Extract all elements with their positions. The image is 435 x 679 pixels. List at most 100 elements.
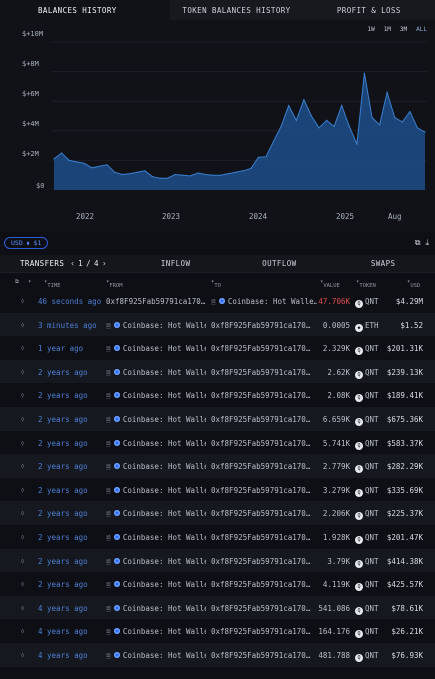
row-from[interactable]: 🗎 Coinbase: Hot Walle… bbox=[106, 391, 206, 401]
col-to[interactable]: ▾ TO bbox=[211, 279, 221, 289]
row-token[interactable]: Q QNT bbox=[355, 627, 379, 639]
row-time[interactable]: 2 years ago bbox=[38, 485, 88, 495]
row-to[interactable]: 0xf8F925Fab59791ca170… bbox=[211, 532, 311, 542]
row-time[interactable]: 2 years ago bbox=[38, 462, 88, 472]
row-time[interactable]: 2 years ago bbox=[38, 438, 88, 448]
tab-swaps[interactable]: SWAPS bbox=[370, 259, 396, 268]
row-time[interactable]: 1 year ago bbox=[38, 344, 84, 354]
table-row[interactable]: ⬨ 2 years ago 🗎 Coinbase: Hot Walle… 0xf8F92… bbox=[0, 431, 435, 455]
col-time[interactable]: ▾ TIME bbox=[44, 279, 61, 289]
row-token[interactable]: Q QNT bbox=[355, 297, 379, 308]
row-to[interactable]: 0xf8F925Fab59791ca170… bbox=[211, 414, 311, 424]
copy-icon[interactable]: ⧉ bbox=[414, 238, 421, 247]
range-1m[interactable]: 1M bbox=[383, 26, 391, 33]
row-from[interactable]: 🗎 Coinbase: Hot Walle… bbox=[106, 580, 206, 590]
currency-selector[interactable]: USD ⬧ $1 bbox=[4, 237, 49, 249]
table-row[interactable]: ⬨ 2 years ago 🗎 Coinbase: Hot Walle… 0xf8F92… bbox=[0, 548, 435, 573]
row-from[interactable]: 🗎 Coinbase: Hot Walle… bbox=[106, 556, 206, 566]
row-from[interactable]: 🗎 Coinbase: Hot Walle… bbox=[106, 532, 206, 542]
transfer-link-icon[interactable]: ⬨ bbox=[21, 438, 25, 447]
transfer-link-icon[interactable]: ⬨ bbox=[21, 485, 25, 494]
download-icon[interactable]: ⤓ bbox=[425, 238, 429, 247]
transfer-link-icon[interactable]: ⬨ bbox=[21, 532, 25, 541]
row-token[interactable]: Q QNT bbox=[355, 580, 379, 592]
col-usd[interactable]: ▾ USD bbox=[407, 279, 421, 289]
row-time[interactable]: 3 minutes ago bbox=[38, 320, 97, 330]
table-row[interactable]: ⬨ 46 seconds ago 0xf8F925Fab59791ca170… 🗎 Co… bbox=[0, 289, 435, 313]
transfer-link-icon[interactable]: ⬨ bbox=[21, 627, 25, 636]
tab-balances-history[interactable]: BALANCES HISTORY bbox=[0, 0, 171, 20]
range-1w[interactable]: 1W bbox=[367, 26, 375, 33]
row-token[interactable]: Q QNT bbox=[355, 391, 379, 403]
row-to[interactable]: 0xf8F925Fab59791ca170… bbox=[211, 580, 311, 590]
table-row[interactable]: ⬨ 2 years ago 🗎 Coinbase: Hot Walle… 0xf8F92… bbox=[0, 478, 435, 502]
row-from[interactable]: 🗎 Coinbase: Hot Walle… bbox=[106, 367, 206, 377]
row-token[interactable]: Q QNT bbox=[355, 533, 379, 544]
row-to[interactable]: 0xf8F925Fab59791ca170… bbox=[211, 627, 311, 637]
row-to[interactable]: 0xf8F925Fab59791ca170… bbox=[211, 650, 311, 660]
filter-icon[interactable]: ▾ bbox=[28, 279, 32, 285]
row-to[interactable]: 0xf8F925Fab59791ca170… bbox=[211, 344, 311, 354]
row-token[interactable]: Q QNT bbox=[355, 651, 379, 662]
row-token[interactable]: Q QNT bbox=[355, 439, 379, 450]
row-from[interactable]: 🗎 Coinbase: Hot Walle… bbox=[106, 320, 206, 330]
range-3m[interactable]: 3M bbox=[399, 26, 408, 33]
row-to[interactable]: 0xf8F925Fab59791ca170… bbox=[211, 391, 311, 401]
table-row[interactable]: ⬨ 2 years ago 🗎 Coinbase: Hot Walle… 0xf8F92… bbox=[0, 525, 435, 549]
row-to[interactable]: 0xf8F925Fab59791ca170… bbox=[211, 367, 311, 377]
transfer-link-icon[interactable]: ⬨ bbox=[21, 462, 25, 471]
tab-inflow[interactable]: INFLOW bbox=[160, 259, 191, 268]
transfer-link-icon[interactable]: ⬨ bbox=[21, 344, 25, 353]
row-from[interactable]: 🗎 Coinbase: Hot Walle… bbox=[106, 650, 206, 660]
col-from[interactable]: ▾ FROM bbox=[106, 279, 123, 289]
tab-profit-loss[interactable]: PROFIT & LOSS bbox=[302, 0, 435, 20]
row-token[interactable]: Q QNT bbox=[355, 486, 379, 497]
row-to[interactable]: 0xf8F925Fab59791ca170… bbox=[211, 462, 311, 472]
tab-transfers[interactable]: TRANSFERS ‹ 1 / 4 › bbox=[0, 255, 124, 272]
transfer-link-icon[interactable]: ⬨ bbox=[21, 556, 25, 565]
row-token[interactable]: Q QNT bbox=[355, 344, 379, 356]
transfer-link-icon[interactable]: ⬨ bbox=[21, 297, 25, 305]
row-to[interactable]: 0xf8F925Fab59791ca170… bbox=[211, 438, 311, 448]
row-token[interactable]: Q QNT bbox=[355, 604, 379, 615]
row-time[interactable]: 2 years ago bbox=[38, 391, 88, 401]
table-row[interactable]: ⬨ 2 years ago 🗎 Coinbase: Hot Walle… 0xf8F92… bbox=[0, 454, 435, 478]
row-time[interactable]: 2 years ago bbox=[38, 414, 88, 424]
row-time[interactable]: 2 years ago bbox=[38, 532, 88, 542]
row-token[interactable]: Q QNT bbox=[355, 509, 379, 521]
chevron-right-icon[interactable]: › bbox=[101, 259, 107, 268]
transfer-link-icon[interactable]: ⬨ bbox=[21, 650, 25, 659]
tab-outflow[interactable]: OUTFLOW bbox=[262, 259, 297, 268]
row-time[interactable]: 2 years ago bbox=[38, 556, 88, 566]
row-to[interactable]: 0xf8F925Fab59791ca170… bbox=[211, 556, 311, 566]
table-row[interactable]: ⬨ 2 years ago 🗎 Coinbase: Hot Walle… 0xf8F92… bbox=[0, 359, 435, 384]
table-row[interactable]: ⬨ 2 years ago 🗎 Coinbase: Hot Walle… 0xf8F92… bbox=[0, 383, 435, 407]
row-token[interactable]: Q QNT bbox=[355, 557, 379, 568]
row-to[interactable]: 0xf8F925Fab59791ca170… bbox=[211, 509, 311, 519]
row-time[interactable]: 4 years ago bbox=[38, 650, 88, 660]
range-all[interactable]: ALL bbox=[416, 26, 427, 33]
transfer-link-icon[interactable]: ⬨ bbox=[21, 580, 25, 589]
chart-plot[interactable] bbox=[52, 38, 427, 190]
table-row[interactable]: ⬨ 1 year ago 🗎 Coinbase: Hot Walle… 0xf8F925… bbox=[0, 336, 435, 360]
tab-token-balances-history[interactable]: TOKEN BALANCES HISTORY bbox=[170, 0, 303, 20]
transfer-link-icon[interactable]: ⬨ bbox=[21, 603, 25, 612]
row-time[interactable]: 2 years ago bbox=[38, 509, 88, 519]
table-row[interactable]: ⬨ 2 years ago 🗎 Coinbase: Hot Walle… 0xf8F92… bbox=[0, 501, 435, 525]
table-row[interactable]: ⬨ 3 minutes ago 🗎 Coinbase: Hot Walle… 0xf8F… bbox=[0, 312, 435, 337]
row-time[interactable]: 2 years ago bbox=[38, 580, 88, 590]
table-row[interactable]: ⬨ 4 years ago 🗎 Coinbase: Hot Walle… 0xf8F92… bbox=[0, 619, 435, 643]
row-to[interactable]: 🗎 Coinbase: Hot Walle… bbox=[211, 297, 317, 306]
row-to[interactable]: 0xf8F925Fab59791ca170… bbox=[211, 603, 311, 613]
row-token[interactable]: Q QNT bbox=[355, 415, 379, 426]
row-from[interactable]: 🗎 Coinbase: Hot Walle… bbox=[106, 509, 206, 519]
transfer-link-icon[interactable]: ⬨ bbox=[21, 367, 25, 376]
row-token[interactable]: Q QNT bbox=[355, 462, 379, 474]
row-token[interactable]: Q QNT bbox=[355, 368, 379, 379]
row-to[interactable]: 0xf8F925Fab59791ca170… bbox=[211, 485, 311, 495]
row-from[interactable]: 🗎 Coinbase: Hot Walle… bbox=[106, 627, 206, 637]
row-time[interactable]: 4 years ago bbox=[38, 627, 88, 637]
row-time[interactable]: 4 years ago bbox=[38, 603, 88, 613]
col-value[interactable]: ▾ VALUE bbox=[320, 279, 340, 289]
row-from[interactable]: 🗎 Coinbase: Hot Walle… bbox=[106, 438, 206, 448]
